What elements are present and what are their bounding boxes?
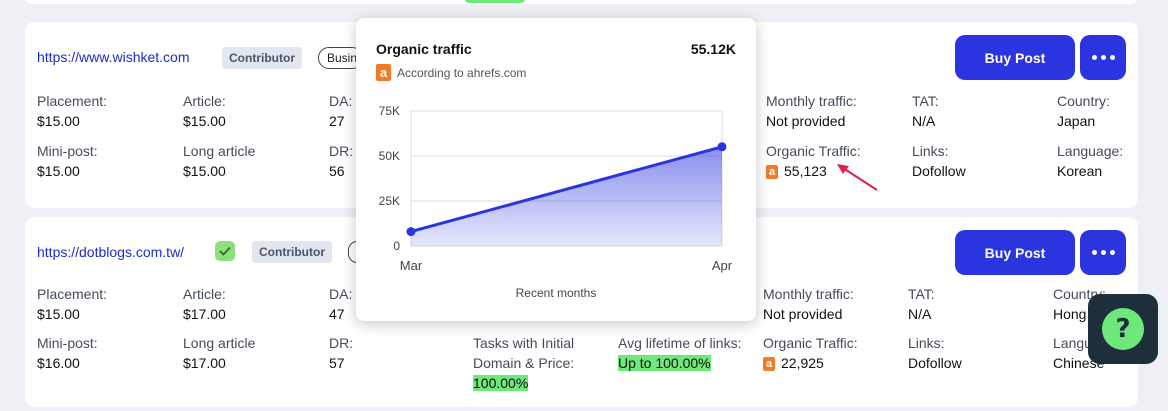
article-label: Article: xyxy=(183,286,226,302)
help-button[interactable]: ? xyxy=(1088,294,1158,364)
country-label: Country: xyxy=(1057,93,1110,109)
more-options-button[interactable] xyxy=(1080,35,1126,80)
tat-label: TAT: xyxy=(908,286,935,302)
country-value: Japan xyxy=(1057,113,1096,129)
more-options-button[interactable] xyxy=(1080,230,1126,275)
monthly-traffic-value: Not provided xyxy=(766,113,846,129)
monthly-traffic-label: Monthly traffic: xyxy=(763,286,854,302)
chart-series-line xyxy=(410,145,723,234)
buy-post-button[interactable]: Buy Post xyxy=(955,230,1075,275)
placement-value: $15.00 xyxy=(37,306,80,322)
tasks-label-line1: Tasks with Initial xyxy=(473,335,575,351)
avg-lifetime-label: Avg lifetime of links: xyxy=(618,335,742,351)
da-value: 27 xyxy=(329,113,345,129)
chart-y-tick-label: 25K xyxy=(379,194,400,208)
ahrefs-icon: a xyxy=(766,165,778,180)
language-label: Language: xyxy=(1057,143,1124,159)
check-icon xyxy=(215,241,235,261)
tat-value: N/A xyxy=(912,113,936,129)
long-article-value: $15.00 xyxy=(183,163,226,179)
organic-traffic-label: Organic Traffic: xyxy=(766,143,861,159)
chart-x-tick-label: Apr xyxy=(712,258,733,273)
site-url-link[interactable]: https://www.wishket.com xyxy=(37,49,190,65)
long-article-label: Long article xyxy=(183,143,256,159)
contributor-badge: Contributor xyxy=(252,241,332,263)
mini-post-label: Mini-post: xyxy=(37,143,98,159)
help-icon: ? xyxy=(1102,308,1144,350)
da-label: DA: xyxy=(329,93,353,109)
article-value: $17.00 xyxy=(183,306,226,322)
tooltip-total: 55.12K xyxy=(690,41,736,57)
organic-traffic-number: 22,925 xyxy=(781,355,824,371)
monthly-traffic-label: Monthly traffic: xyxy=(766,93,857,109)
ahrefs-icon: a xyxy=(763,357,775,372)
placement-label: Placement: xyxy=(37,286,108,302)
links-label: Links: xyxy=(908,335,945,351)
site-url-link[interactable]: https://dotblogs.com.tw/ xyxy=(37,244,185,260)
avg-lifetime-value: Up to 100.00% xyxy=(618,355,711,371)
article-label: Article: xyxy=(183,93,226,109)
da-value: 47 xyxy=(329,306,345,322)
placement-label: Placement: xyxy=(37,93,108,109)
tooltip-source-text: According to ahrefs.com xyxy=(397,65,527,80)
more-dots-icon xyxy=(1091,55,1097,60)
tat-label: TAT: xyxy=(912,93,939,109)
placement-value: $15.00 xyxy=(37,113,80,129)
organic-traffic-number: 55,123 xyxy=(784,163,827,179)
long-article-value: $17.00 xyxy=(183,355,226,371)
tat-value: N/A xyxy=(908,306,932,322)
language-value: Korean xyxy=(1057,163,1103,179)
chart-y-tick-label: 75K xyxy=(379,104,400,118)
organic-traffic-chart: 0 25K 50K 75K Mar Apr Recent months xyxy=(379,104,733,300)
buy-post-button[interactable]: Buy Post xyxy=(955,35,1075,80)
chart-y-tick-label: 0 xyxy=(393,239,400,253)
ahrefs-icon: a xyxy=(376,64,391,81)
dr-label: DR: xyxy=(329,335,354,351)
tasks-value: 100.00% xyxy=(473,375,529,391)
contributor-badge: Contributor xyxy=(222,47,302,69)
mini-post-value: $15.00 xyxy=(37,163,80,179)
chart-x-tick-label: Mar xyxy=(400,258,423,273)
links-value: Dofollow xyxy=(908,355,962,371)
chart-y-tick-label: 50K xyxy=(379,149,400,163)
organic-traffic-label: Organic Traffic: xyxy=(763,335,858,351)
tooltip-source: a According to ahrefs.com xyxy=(376,64,526,81)
organic-traffic-value[interactable]: a 22,925 xyxy=(763,355,824,372)
mini-post-value: $16.00 xyxy=(37,355,80,371)
dr-label: DR: xyxy=(329,143,354,159)
tasks-label-line2: Domain & Price: xyxy=(473,355,575,371)
chart-data-point xyxy=(406,227,416,237)
links-label: Links: xyxy=(912,143,949,159)
more-dots-icon xyxy=(1091,250,1097,255)
chart-data-point xyxy=(717,142,727,152)
mini-post-label: Mini-post: xyxy=(37,335,98,351)
previous-card xyxy=(25,0,1138,4)
organic-traffic-tooltip: Organic traffic 55.12K a According to ahr… xyxy=(356,18,756,321)
links-value: Dofollow xyxy=(912,163,966,179)
previous-card-highlight xyxy=(465,0,525,3)
long-article-label: Long article xyxy=(183,335,256,351)
organic-traffic-value[interactable]: a 55,123 xyxy=(766,163,827,180)
annotation-arrow-icon xyxy=(837,164,878,191)
chart-x-axis-label: Recent months xyxy=(516,286,597,300)
article-value: $15.00 xyxy=(183,113,226,129)
dr-value: 57 xyxy=(329,355,345,371)
monthly-traffic-value: Not provided xyxy=(763,306,843,322)
tooltip-title: Organic traffic xyxy=(376,41,472,57)
da-label: DA: xyxy=(329,286,353,302)
dr-value: 56 xyxy=(329,163,345,179)
chart-area-fill xyxy=(411,146,722,246)
